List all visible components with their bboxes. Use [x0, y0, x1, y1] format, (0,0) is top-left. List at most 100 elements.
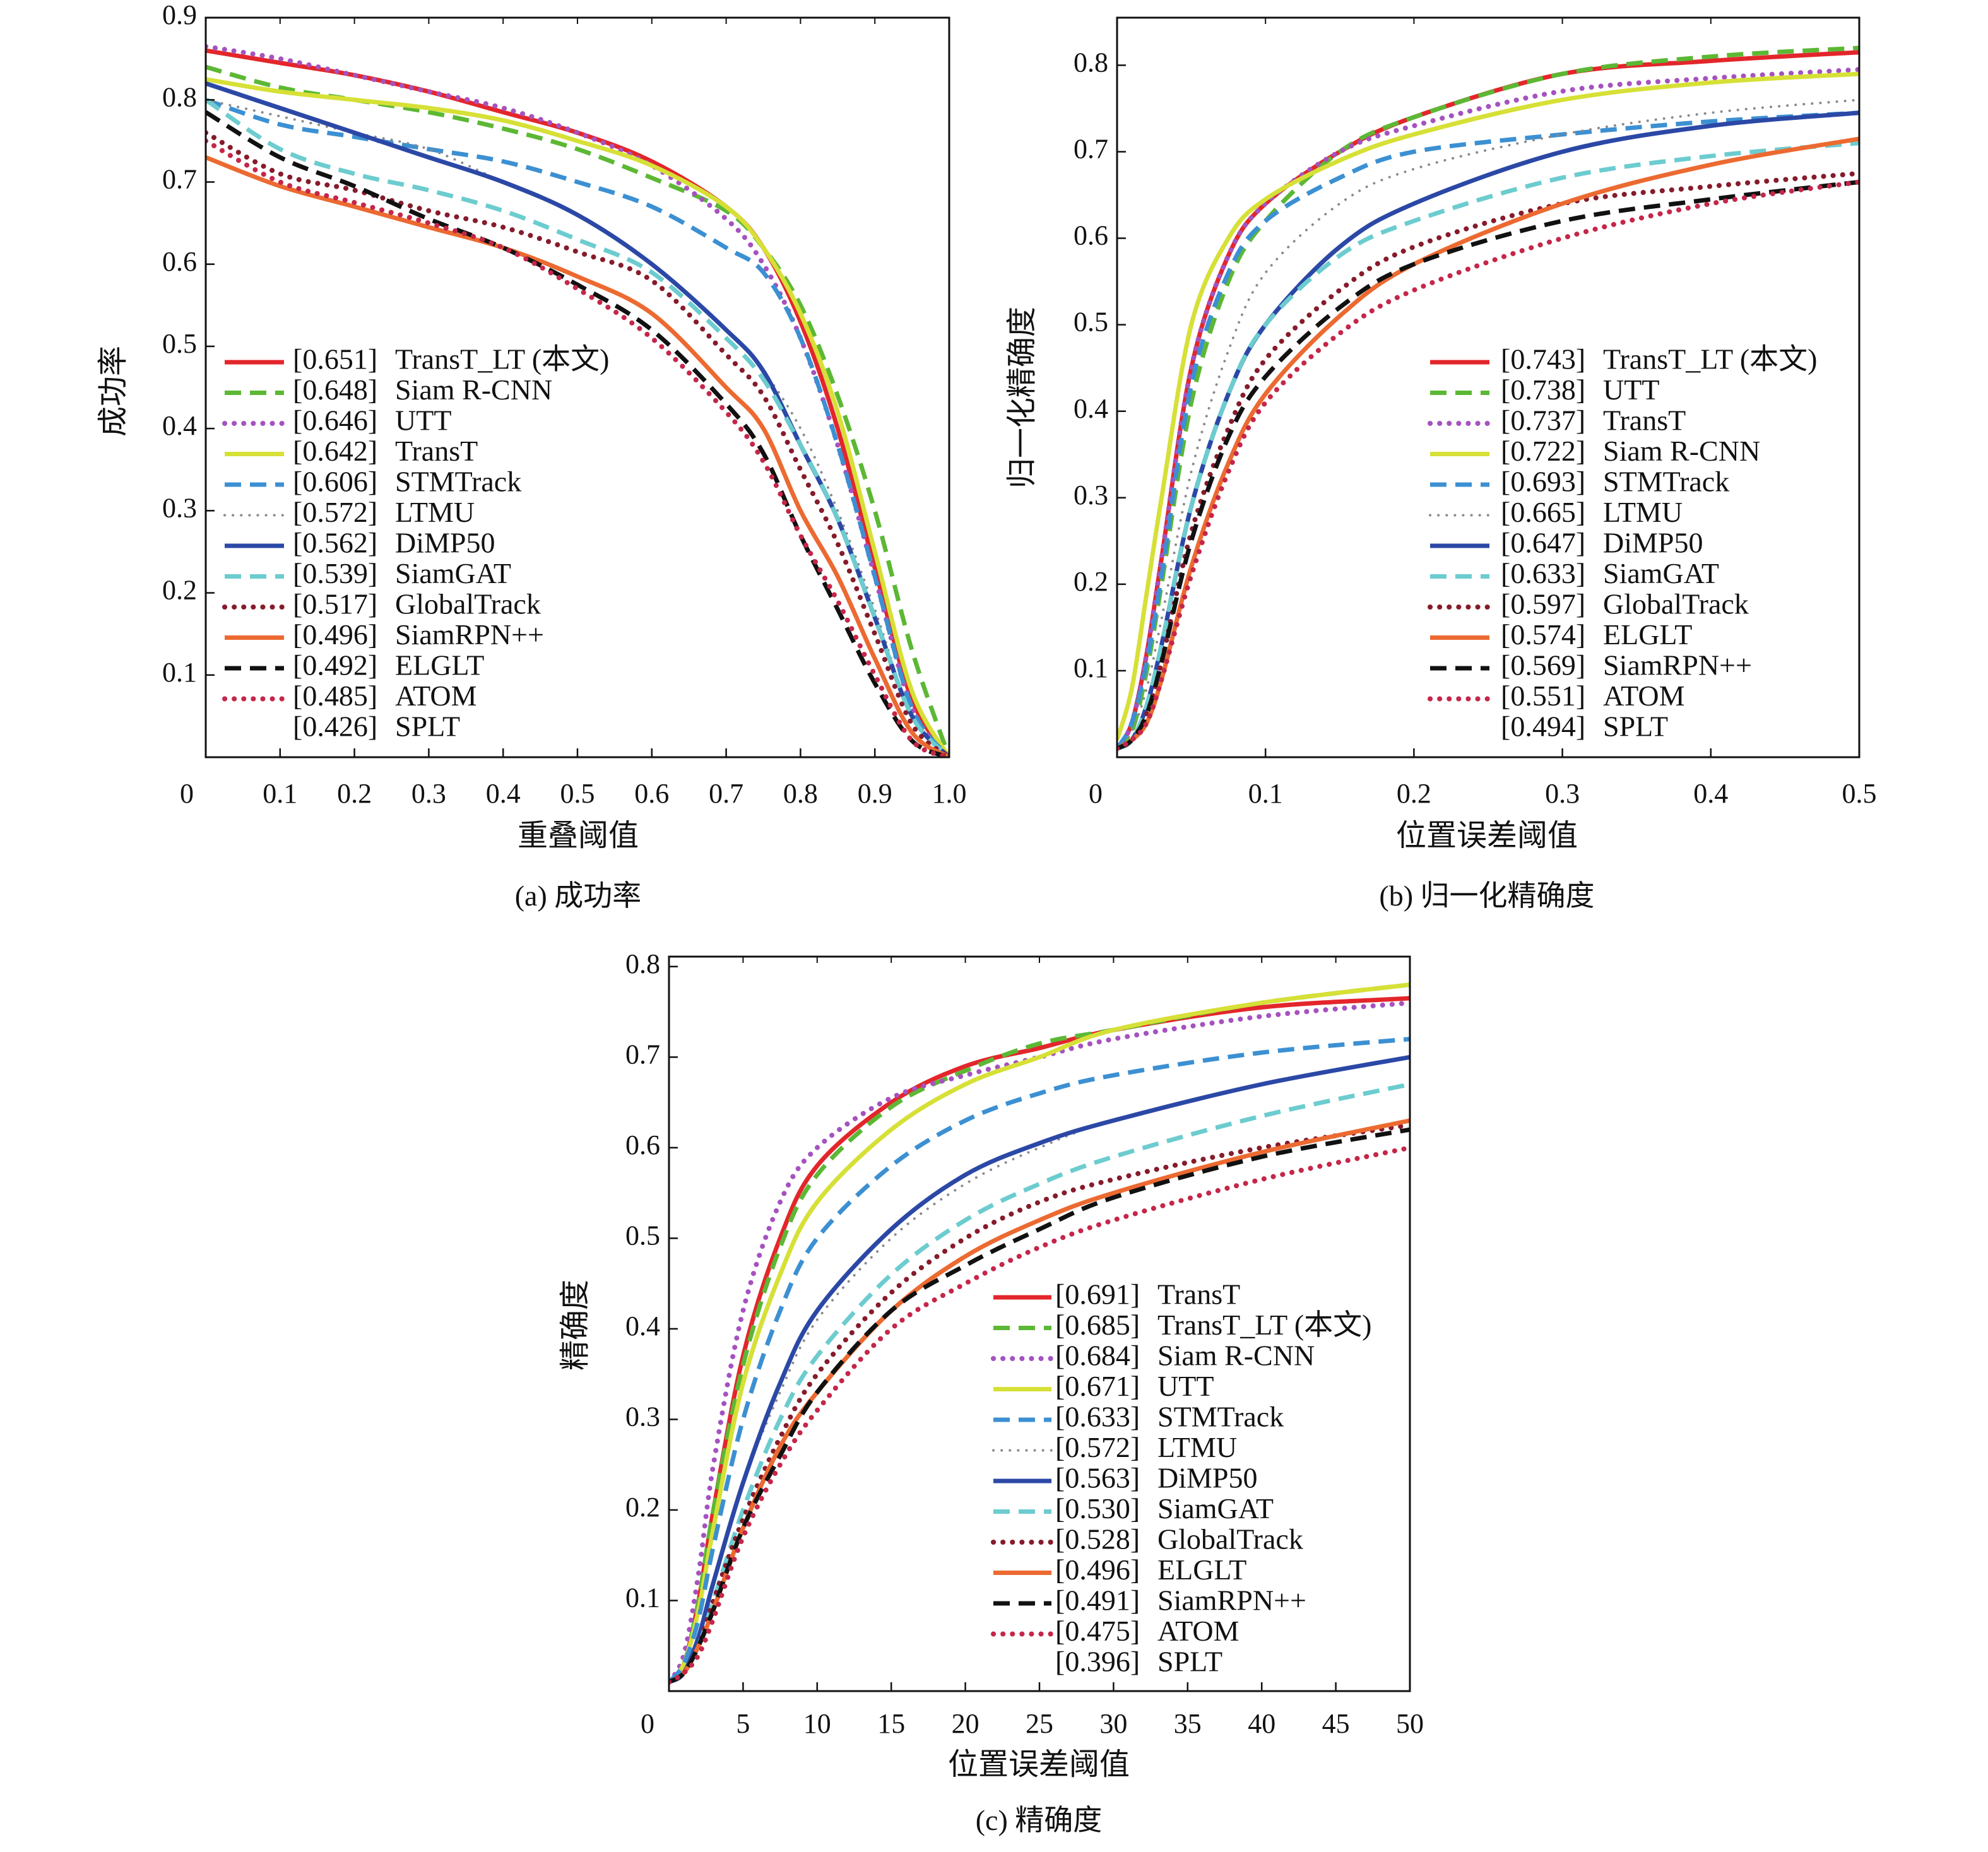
legend-entry: [0.485] ATOM	[222, 680, 477, 712]
series-line-stmtrack	[1117, 110, 1859, 750]
legend-label: DiMP50	[1603, 527, 1703, 559]
y-tick-label: 0.1	[1074, 652, 1108, 683]
series-line-transt	[1117, 67, 1859, 752]
y-tick-label: 0.9	[162, 0, 197, 30]
legend-label: SiamRPN++	[1603, 649, 1752, 681]
x-axis-label: 位置误差阈值	[1396, 819, 1578, 852]
x-tick-label: 0.1	[263, 778, 297, 809]
legend-score: [0.648]	[293, 374, 377, 406]
legend-entry: [0.475] ATOM	[991, 1615, 1240, 1647]
legend-entry: [0.494] SPLT	[1501, 711, 1668, 743]
y-tick-label: 0.3	[625, 1401, 660, 1432]
series-line-globaltrack	[1117, 170, 1859, 752]
legend-score: [0.530]	[1055, 1492, 1140, 1525]
y-tick-label: 0.6	[625, 1129, 660, 1160]
legend-label: SiamGAT	[1603, 557, 1719, 589]
legend: [0.651] TransT_LT (本文)[0.648] Siam R-CNN[0…	[222, 343, 610, 743]
legend-label: TransT	[395, 435, 478, 467]
legend-score: [0.574]	[1501, 618, 1585, 651]
legend-label: GlobalTrack	[1603, 588, 1749, 620]
x-tick-label: 0.9	[858, 778, 892, 809]
x-tick-label: 20	[952, 1708, 979, 1739]
legend-entry: [0.569] SiamRPN++	[1430, 649, 1752, 681]
legend-label: SiamGAT	[395, 557, 511, 589]
legend-label: SiamRPN++	[395, 618, 544, 651]
legend-entry: [0.396] SPLT	[1055, 1646, 1222, 1678]
chart-b: 0 0.1 0.2 0.3 0.4 0.5 0.1 0.2 0.3 0.4 0.5 0.6 0.7 0.8…	[1005, 16, 1877, 912]
y-tick-label: 0.7	[1074, 134, 1108, 165]
legend-label: SiamGAT	[1157, 1492, 1274, 1525]
legend-score: [0.496]	[293, 618, 377, 651]
legend-score: [0.496]	[1055, 1554, 1140, 1586]
legend-entry: [0.563] DiMP50	[993, 1462, 1257, 1494]
x-tick-label: 0.1	[1248, 778, 1283, 809]
chart-a: 0 0.1 0.2 0.3 0.4 0.5 0.6 0.7 0.8 0.9 1.0 0.1 0.2 0.3…	[97, 0, 966, 912]
legend-label: ELGLT	[1157, 1554, 1246, 1586]
legend-score: [0.685]	[1055, 1309, 1140, 1341]
y-tick-label: 0.2	[1074, 566, 1108, 597]
x-tick-label: 0.6	[634, 778, 669, 809]
x-tick-label: 35	[1174, 1708, 1202, 1739]
x-tick-label: 0.4	[486, 778, 521, 809]
series-line-stmtrack	[669, 1037, 1410, 1684]
legend-label: TransT	[1603, 404, 1686, 437]
y-tick-label: 0.7	[625, 1039, 660, 1070]
legend-label: STMTrack	[1603, 466, 1729, 498]
series-line-dimp50	[206, 81, 949, 757]
legend-score: [0.597]	[1501, 588, 1585, 620]
legend-label: SPLT	[1603, 711, 1668, 743]
x-tick-label: 25	[1026, 1708, 1053, 1739]
series-line-siam-r-cnn	[1117, 71, 1859, 741]
x-tick-label: 0.4	[1693, 778, 1728, 809]
y-tick-label: 0.2	[162, 575, 197, 606]
y-tick-label: 0.4	[1074, 393, 1108, 424]
legend-entry: [0.743] TransT_LT (本文)	[1430, 343, 1818, 375]
legend-score: [0.569]	[1501, 649, 1585, 681]
legend-score: [0.492]	[293, 649, 377, 681]
legend-entry: [0.426] SPLT	[293, 711, 460, 743]
series-lines	[669, 982, 1410, 1685]
legend-score: [0.494]	[1501, 711, 1585, 743]
y-tick-label: 0.6	[1074, 220, 1108, 251]
legend-score: [0.743]	[1501, 343, 1585, 375]
legend-entry: [0.496] ELGLT	[993, 1554, 1246, 1586]
series-line-ltmu	[1117, 98, 1859, 750]
legend-label: TransT_LT (本文)	[1157, 1309, 1372, 1341]
legend-label: STMTrack	[395, 466, 521, 498]
legend-score: [0.691]	[1055, 1278, 1140, 1311]
y-axis-label: 成功率	[97, 346, 130, 437]
series-line-dimp50	[669, 1054, 1410, 1684]
legend-score: [0.539]	[293, 557, 377, 589]
y-tick-label: 0.3	[1074, 480, 1108, 510]
legend-score: [0.528]	[1055, 1523, 1140, 1555]
x-axis-label: 位置误差阈值	[948, 1748, 1130, 1781]
series-line-siamrpn-	[206, 155, 949, 757]
legend-score: [0.665]	[1501, 496, 1585, 528]
legend-entry: [0.606] STMTrack	[225, 466, 521, 498]
x-tick-label: 0.3	[411, 778, 446, 809]
y-tick-label: 0.4	[162, 410, 197, 441]
y-tick-label: 0.4	[625, 1311, 660, 1342]
x-tick-label: 0.7	[709, 778, 743, 809]
legend-label: SPLT	[395, 711, 460, 743]
legend-score: [0.633]	[1055, 1401, 1140, 1433]
x-tick-label: 10	[803, 1708, 831, 1739]
legend-entry: [0.693] STMTrack	[1430, 466, 1729, 498]
legend-label: ELGLT	[395, 649, 484, 681]
x-tick-label: 1.0	[932, 778, 967, 809]
legend-score: [0.491]	[1055, 1584, 1140, 1617]
x-tick-label: 0.5	[560, 778, 595, 809]
legend-score: [0.517]	[293, 588, 377, 620]
legend-label: TransT_LT (本文)	[395, 343, 610, 375]
plot-frame	[1116, 16, 1861, 758]
series-line-stmtrack	[206, 97, 949, 757]
legend-score: [0.572]	[1055, 1431, 1140, 1463]
y-tick-label: 0.8	[162, 81, 197, 112]
x-tick-label: 5	[736, 1708, 750, 1739]
legend-label: DiMP50	[1157, 1462, 1257, 1494]
series-line-globaltrack	[669, 1122, 1410, 1685]
legend-score: [0.426]	[293, 711, 377, 743]
y-tick-label: 0.7	[162, 164, 197, 195]
legend-entry: [0.572] LTMU	[223, 496, 475, 528]
legend-entry: [0.738] UTT	[1430, 374, 1659, 406]
